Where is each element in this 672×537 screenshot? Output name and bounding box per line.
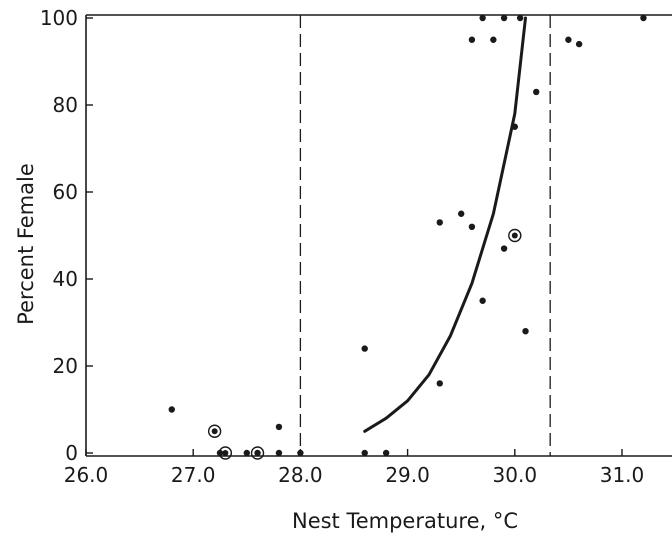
circled-point-ring (250, 446, 265, 460)
circled-data-point (508, 228, 522, 243)
data-point (436, 219, 443, 226)
data-point (361, 345, 368, 352)
circled-point-dot (511, 232, 518, 239)
y-tick-label: 40 (53, 267, 78, 291)
circled-point-dot (211, 428, 218, 435)
data-point (522, 328, 529, 335)
data-point (382, 449, 390, 457)
y-tick-label: 60 (53, 180, 78, 204)
data-point (511, 123, 518, 130)
data-point (516, 14, 524, 22)
data-point (468, 36, 476, 43)
x-tick-label: 28.0 (278, 463, 323, 487)
circled-point-ring (207, 424, 222, 438)
x-tick-label: 30.0 (493, 463, 538, 487)
data-point (275, 449, 283, 457)
data-point-layer (168, 14, 647, 460)
data-point (436, 380, 443, 387)
data-point (533, 88, 540, 96)
x-tick-label: 27.0 (171, 463, 216, 487)
data-point (490, 36, 497, 43)
data-point (361, 449, 368, 457)
y-tick-label: 80 (53, 93, 78, 117)
x-axis-title: Nest Temperature, °C (292, 509, 518, 533)
x-tick-label: 31.0 (600, 463, 645, 487)
data-point (575, 40, 583, 48)
data-point (275, 423, 283, 431)
x-tick-label: 26.0 (64, 463, 109, 487)
data-point (458, 210, 465, 217)
tick-layer: 26.0 27.0 28.0 29.0 30.0 31.0 0 20 40 60 80 100 (40, 6, 644, 487)
x-tick-label: 29.0 (385, 463, 430, 487)
data-point (565, 36, 572, 43)
circled-data-point (250, 446, 265, 460)
circled-data-point (218, 446, 233, 460)
y-axis-title: Percent Female (14, 163, 38, 325)
y-tick-label: 0 (65, 441, 78, 465)
data-point (468, 223, 476, 230)
data-point (500, 245, 508, 252)
reference-line-layer (299, 15, 551, 456)
fitted-curve (363, 16, 527, 433)
y-tick-label: 100 (40, 6, 78, 30)
circled-point-dot (222, 450, 229, 456)
plot-frame-layer (85, 14, 672, 457)
data-point (479, 297, 486, 304)
circled-data-point (207, 424, 222, 438)
data-point (168, 406, 175, 413)
circled-point-dot (254, 450, 261, 456)
y-tick-label: 20 (53, 354, 78, 378)
circled-point-ring (218, 446, 233, 460)
data-point (479, 14, 486, 22)
data-point (243, 449, 250, 457)
data-point (640, 14, 647, 22)
data-point (500, 14, 508, 22)
circled-point-ring (508, 228, 522, 243)
fitted-curve-layer (363, 16, 527, 433)
